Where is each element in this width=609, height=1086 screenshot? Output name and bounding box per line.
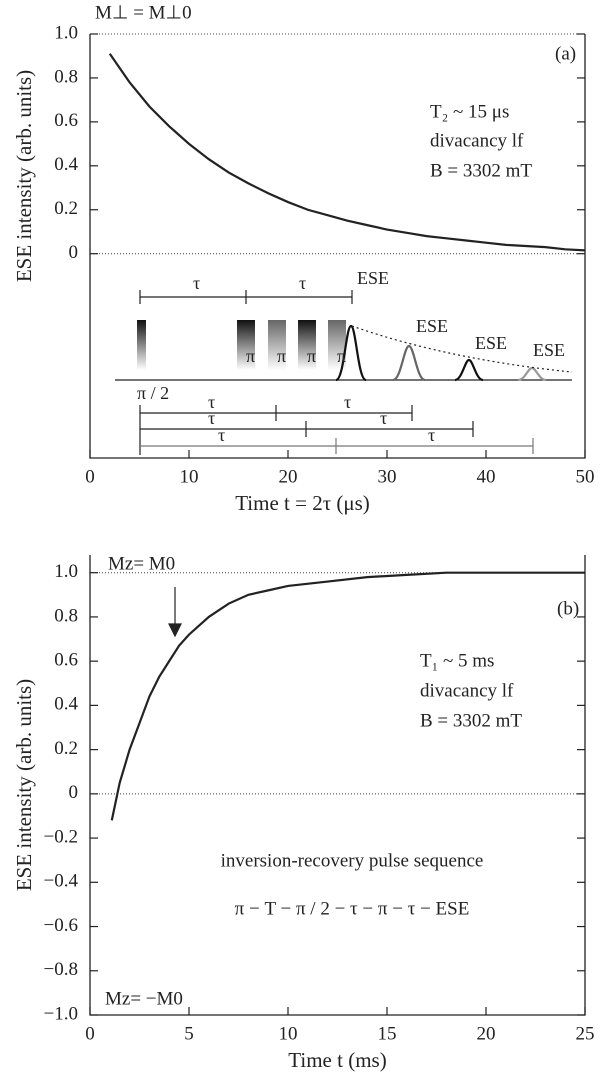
inset-label: τ bbox=[380, 408, 387, 428]
annotation: π − T − π / 2 − τ − π − τ − ESE bbox=[235, 898, 470, 919]
x-tick-label: 30 bbox=[378, 466, 397, 487]
inset-label: ESE bbox=[357, 268, 389, 288]
annotation: B = 3302 mT bbox=[420, 710, 522, 731]
inset-label: τ bbox=[428, 425, 435, 445]
y-tick-label: 0 bbox=[69, 242, 79, 263]
axis-frame bbox=[89, 555, 586, 1016]
y-tick-label: 0 bbox=[69, 782, 79, 803]
x-tick-label: 10 bbox=[180, 466, 199, 487]
x-tick-label: 25 bbox=[576, 1023, 595, 1044]
x-tick-label: 20 bbox=[477, 1023, 496, 1044]
x-tick-label: 5 bbox=[184, 1023, 194, 1044]
inset-label: ESE bbox=[416, 316, 448, 336]
y-tick-label: 1.0 bbox=[54, 22, 78, 43]
y-tick-label: 0.2 bbox=[54, 738, 78, 759]
inset-label: τ bbox=[218, 425, 225, 445]
x-tick-label: 15 bbox=[378, 1023, 397, 1044]
x-axis-label: Time t (ms) bbox=[288, 1048, 386, 1072]
y-tick-label: −0.2 bbox=[44, 826, 78, 847]
annotation: B = 3302 mT bbox=[430, 160, 532, 181]
y-tick-label: 0.4 bbox=[54, 154, 78, 175]
annotation: inversion-recovery pulse sequence bbox=[221, 850, 484, 871]
x-tick-label: 20 bbox=[279, 466, 298, 487]
inset-label: π bbox=[277, 346, 286, 366]
annotation: M⊥ = M⊥0 bbox=[95, 2, 192, 23]
y-tick-label: 0.6 bbox=[54, 110, 78, 131]
y-tick-label: −1.0 bbox=[44, 1003, 78, 1024]
x-tick-label: 10 bbox=[279, 1023, 298, 1044]
inset-label: ESE bbox=[475, 333, 507, 353]
x-tick-label: 50 bbox=[576, 466, 595, 487]
y-tick-label: 1.0 bbox=[54, 561, 78, 582]
inset-label: ESE bbox=[533, 340, 565, 360]
data-line bbox=[108, 53, 586, 252]
inset-label: τ bbox=[193, 273, 200, 293]
inset-label: π bbox=[246, 346, 255, 366]
annotation: T₁ ~ 5 ms bbox=[420, 650, 494, 671]
y-tick-label: 0.2 bbox=[54, 198, 78, 219]
y-tick-label: 0.6 bbox=[54, 650, 78, 671]
y-tick-label: 0.8 bbox=[54, 66, 78, 87]
y-tick-label: −0.4 bbox=[44, 871, 79, 892]
inset-label: π bbox=[337, 346, 346, 366]
x-axis-label: Time t = 2τ (μs) bbox=[235, 491, 370, 515]
annotation: (b) bbox=[557, 598, 579, 619]
y-axis-label: ESE intensity (arb. units) bbox=[12, 70, 36, 282]
annotation: divacancy lf bbox=[420, 680, 514, 701]
y-tick-label: 0.8 bbox=[54, 605, 78, 626]
inset-label: π / 2 bbox=[137, 383, 169, 403]
y-axis-label: ESE intensity (arb. units) bbox=[12, 679, 36, 891]
x-tick-label: 0 bbox=[85, 466, 95, 487]
inset-label: π bbox=[307, 346, 316, 366]
inset-label: τ bbox=[299, 273, 306, 293]
data-line bbox=[110, 571, 585, 821]
annotation: Mz= M0 bbox=[108, 553, 175, 574]
annotation: T₂ ~ 15 μs bbox=[430, 101, 509, 122]
annotation: divacancy lf bbox=[430, 130, 524, 151]
annotation: (a) bbox=[555, 43, 576, 64]
inset-label: τ bbox=[208, 408, 215, 428]
inset-label: τ bbox=[344, 392, 351, 412]
x-tick-label: 40 bbox=[477, 466, 496, 487]
inset-diagram bbox=[115, 290, 573, 638]
axis-frame bbox=[89, 34, 586, 459]
annotation: Mz= −M0 bbox=[105, 988, 183, 1009]
y-tick-label: −0.8 bbox=[44, 959, 78, 980]
inset-label: τ bbox=[208, 392, 215, 412]
x-tick-label: 0 bbox=[85, 1023, 95, 1044]
y-tick-label: −0.6 bbox=[44, 915, 78, 936]
y-tick-label: 0.4 bbox=[54, 694, 78, 715]
